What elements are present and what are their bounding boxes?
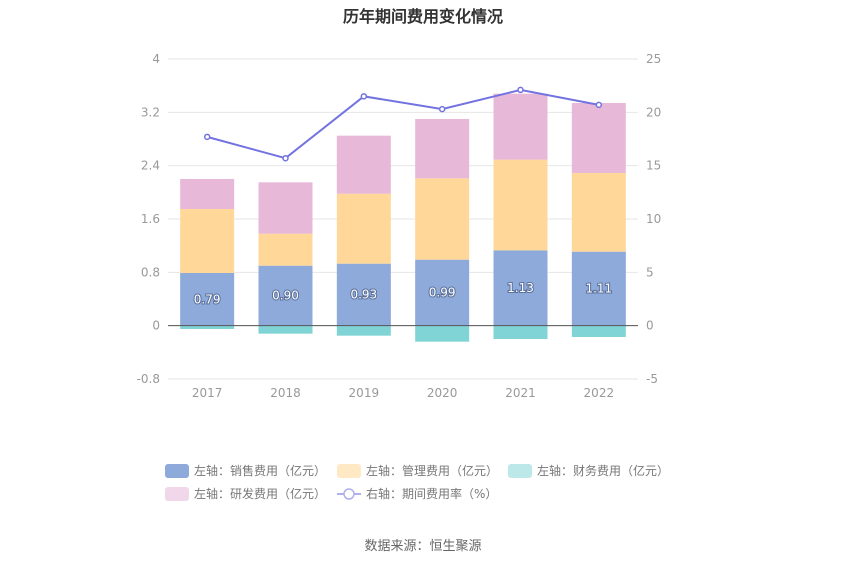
left-tick-label: 4 — [152, 52, 160, 66]
left-tick-label: -0.8 — [137, 372, 160, 386]
bar-rd — [180, 179, 235, 209]
x-tick-label: 2021 — [505, 386, 536, 400]
right-tick-label: 0 — [646, 319, 654, 333]
legend: 左轴：销售费用（亿元） 左轴：管理费用（亿元） 左轴：财务费用（亿元） 左轴：研发费用… — [165, 463, 669, 501]
legend-item-rate: 右轴：期间费用率（%） — [337, 486, 497, 501]
left-tick-label: 3.2 — [141, 105, 160, 119]
left-tick-label: 0.8 — [141, 265, 160, 279]
bar-finance — [493, 325, 548, 339]
right-axis-ticks: 25 20 15 10 5 0 -5 — [646, 52, 661, 386]
rate-point — [595, 101, 603, 109]
grid — [168, 58, 638, 380]
bar-finance — [571, 325, 626, 337]
rate-point — [203, 133, 211, 141]
x-tick-label: 2022 — [584, 386, 615, 400]
bar-rd — [258, 182, 313, 234]
bar-sales — [180, 273, 235, 326]
chart-title: 历年期间费用变化情况 — [342, 7, 503, 26]
right-tick-label: 20 — [646, 105, 661, 119]
legend-label: 左轴：财务费用（亿元） — [537, 463, 669, 478]
bar-labels: 0.79 0.90 0.93 0.99 1.13 1.11 — [193, 280, 613, 307]
right-tick-label: 10 — [646, 212, 661, 226]
legend-label: 右轴：期间费用率（%） — [366, 486, 497, 501]
bar-value-label: 1.11 — [585, 282, 612, 296]
legend-item-rd: 左轴：研发费用（亿元） — [165, 486, 326, 501]
legend-swatch — [165, 464, 189, 478]
right-tick-label: -5 — [646, 372, 658, 386]
bar-admin — [493, 159, 548, 251]
legend-swatch — [337, 464, 361, 478]
right-tick-label: 15 — [646, 159, 661, 173]
legend-label: 左轴：管理费用（亿元） — [366, 463, 498, 478]
bar-sales — [415, 259, 470, 326]
bar-sales — [258, 265, 313, 326]
bar-value-label: 0.93 — [350, 288, 377, 302]
x-axis-ticks: 2017 2018 2019 2020 2021 2022 — [192, 386, 614, 400]
rate-line-path — [206, 88, 600, 160]
bar-admin — [180, 209, 235, 273]
bar-value-label: 0.99 — [429, 286, 456, 300]
legend-marker — [343, 488, 355, 500]
rate-point — [438, 105, 446, 113]
legend-swatch — [508, 464, 532, 478]
bar-finance — [180, 325, 235, 329]
bar-value-label: 0.79 — [194, 292, 221, 306]
bar-finance — [415, 325, 470, 342]
x-tick-label: 2018 — [270, 386, 301, 400]
rate-point — [517, 86, 524, 94]
bar-sales — [571, 251, 626, 326]
bar-admin — [336, 193, 391, 264]
bar-rd — [571, 103, 626, 173]
x-tick-label: 2017 — [192, 386, 223, 400]
bar-sales — [336, 263, 391, 326]
bar-sales — [493, 250, 548, 326]
data-source: 数据来源：恒生聚源 — [364, 539, 482, 554]
rate-point — [282, 154, 289, 162]
legend-swatch — [165, 487, 189, 501]
rate-point — [360, 93, 368, 100]
left-tick-label: 1.6 — [141, 212, 160, 226]
bar-value-label: 0.90 — [272, 289, 299, 303]
right-tick-label: 5 — [646, 265, 654, 279]
legend-item-admin: 左轴：管理费用（亿元） — [337, 463, 498, 478]
left-axis-ticks: 4 3.2 2.4 1.6 0.8 0 -0.8 — [137, 52, 160, 386]
bar-finance — [336, 325, 391, 336]
bar-finance — [258, 325, 313, 334]
legend-item-finance: 左轴：财务费用（亿元） — [508, 463, 669, 478]
left-tick-label: 2.4 — [141, 159, 160, 173]
bar-admin — [258, 233, 313, 266]
bar-value-label: 1.13 — [507, 281, 534, 295]
bars — [180, 93, 626, 342]
bar-admin — [415, 178, 470, 260]
bar-rd — [415, 119, 470, 179]
legend-item-sales: 左轴：销售费用（亿元） — [165, 463, 326, 478]
x-tick-label: 2020 — [427, 386, 458, 400]
legend-label: 左轴：销售费用（亿元） — [194, 463, 326, 478]
bar-rd — [493, 93, 548, 160]
left-tick-label: 0 — [152, 319, 160, 333]
rate-line — [203, 86, 603, 162]
bar-admin — [571, 173, 626, 252]
legend-label: 左轴：研发费用（亿元） — [194, 486, 326, 501]
bar-rd — [336, 135, 391, 194]
x-tick-label: 2019 — [349, 386, 380, 400]
right-tick-label: 25 — [646, 52, 661, 66]
